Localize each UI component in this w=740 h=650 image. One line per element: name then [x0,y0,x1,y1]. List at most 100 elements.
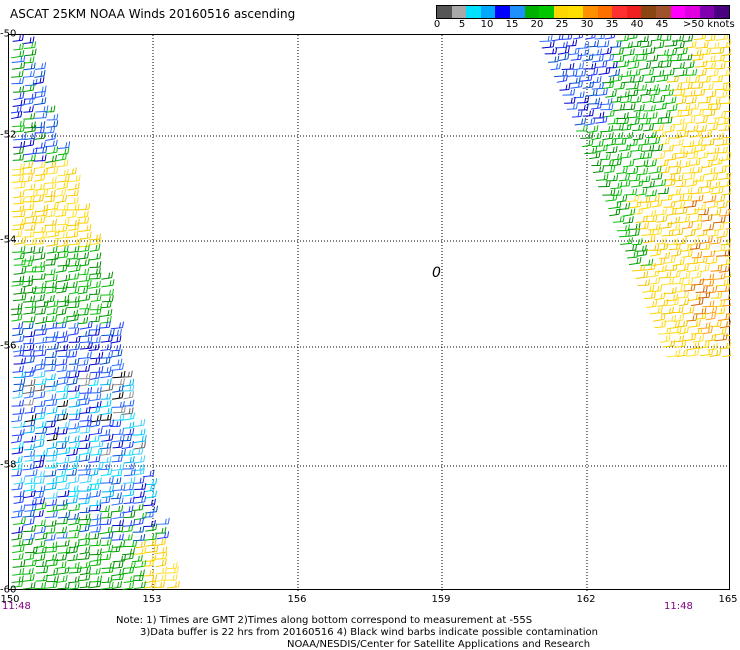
wind-barb [99,448,112,456]
wind-barb [695,41,709,49]
wind-barb [111,540,126,548]
wind-barb [35,167,49,177]
latitude-label: -50 [0,28,17,40]
wind-barb [155,526,167,534]
wind-barb [44,364,57,372]
wind-barb [693,35,707,41]
wind-barb [12,420,26,429]
colorbar-label: 15 [505,19,519,30]
wind-barb [650,248,662,257]
wind-barb [705,173,718,182]
wind-barb [11,230,23,238]
wind-barb [68,286,80,295]
longitude-label: 153 [142,594,162,605]
wind-barb [46,342,60,351]
wind-barb [101,419,115,427]
wind-barb [712,299,726,308]
wind-barb [101,288,114,296]
wind-barb [663,314,677,322]
wind-barb [689,242,701,250]
wind-barb [34,383,46,392]
wind-barb [691,251,703,259]
colorbar-cell [524,6,540,18]
wind-barb [121,448,134,456]
wind-barb [46,238,59,247]
wind-barb [112,406,126,414]
wind-barb [24,413,37,423]
wind-barb [719,264,730,273]
wind-barb [715,90,728,98]
wind-barb [24,559,37,567]
wind-barb [55,330,68,339]
wind-barb [122,533,133,541]
wind-barb [13,490,25,498]
wind-barb [145,478,158,486]
wind-barb [55,264,68,273]
wind-barb [625,166,639,175]
wind-barb [33,390,46,400]
wind-barb [595,173,609,182]
wind-barb [55,203,69,211]
wind-barb [616,202,631,211]
wind-barb [122,566,135,575]
wind-barb [598,67,611,75]
wind-barb [700,348,714,357]
wind-barb [44,510,58,519]
wind-barb [692,334,705,343]
wind-barb [668,160,682,168]
wind-barb [24,454,36,462]
wind-barb [691,108,705,117]
wind-barb [110,477,122,485]
wind-barb [702,55,716,63]
wind-barb [627,251,639,259]
wind-barb [550,62,562,71]
wind-barb [44,393,57,402]
wind-barb [134,540,146,549]
wind-barb [681,306,695,315]
wind-barb [544,47,558,55]
wind-barb [706,69,719,78]
wind-barb [79,321,93,330]
wind-barb [33,97,47,106]
wind-barb [579,74,593,82]
wind-barb [708,320,722,327]
wind-barb [704,35,716,42]
wind-barb [726,200,731,202]
wind-barb [13,85,25,93]
wind-barb [683,172,696,181]
wind-barb [23,138,35,148]
wind-barb [55,384,69,393]
wind-barb [663,96,677,105]
wind-barb [55,344,69,352]
wind-barb [66,448,79,457]
wind-barb [586,40,599,48]
wind-barb [112,519,125,527]
wind-barb [56,498,68,506]
wind-barb [667,321,680,330]
wind-barb [100,476,114,484]
wind-barb [640,88,652,96]
colorbar-cell [437,6,452,18]
wind-barb [122,427,135,436]
wind-barb [653,40,665,49]
wind-barb [78,524,90,533]
wind-barb [667,298,680,307]
wind-barb [33,370,46,379]
wind-barb [640,258,654,266]
wind-barb [44,105,56,113]
wind-barb [121,552,135,561]
wind-barb [631,264,646,272]
wind-barb [658,111,671,119]
wind-barb [728,178,731,180]
wind-barb [79,386,93,394]
wind-barb [89,261,102,268]
wind-barb [640,117,651,125]
wind-barb [670,54,683,62]
wind-barb [658,251,671,259]
wind-barb [539,35,553,42]
wind-barb [713,215,726,224]
wind-barb [557,46,570,55]
wind-barb [642,284,655,293]
wind-barb [44,268,56,276]
wind-barb [23,216,38,224]
